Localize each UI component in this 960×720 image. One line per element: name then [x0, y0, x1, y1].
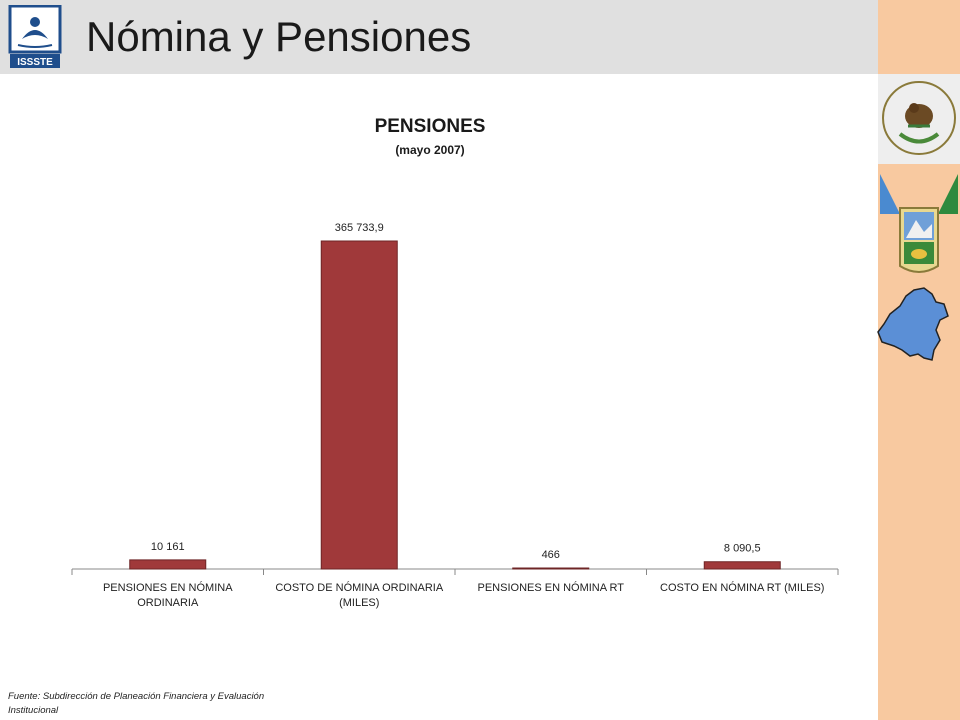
bar-chart: 10 161 PENSIONES EN NÓMINA ORDINARIA 365 73… [71, 222, 839, 609]
seal-panel [878, 74, 960, 164]
category-label: COSTO EN NÓMINA RT (MILES) [660, 581, 824, 594]
category-label: PENSIONES EN NÓMINA [103, 581, 233, 594]
category-label: PENSIONES EN NÓMINA RT [478, 581, 625, 594]
bar [320, 240, 398, 570]
state-coat-of-arms-icon [880, 174, 958, 273]
data-label: 365 733,9 [335, 222, 384, 234]
data-label: 466 [542, 549, 560, 561]
issste-logo-icon: ISSSTE [8, 5, 62, 68]
bar [512, 567, 590, 570]
data-label: 10 161 [151, 541, 185, 553]
header-bar: ISSSTE Nómina y Pensiones [0, 0, 878, 74]
logo-text: ISSSTE [17, 57, 53, 68]
sidebar-top-strip [878, 0, 960, 74]
source-note: Fuente: Subdirección de Planeación Finan… [8, 691, 265, 716]
category-label: (MILES) [339, 597, 379, 609]
page-title: Nómina y Pensiones [86, 13, 472, 60]
category-label: COSTO DE NÓMINA ORDINARIA [275, 581, 444, 594]
mexico-coat-of-arms-icon [882, 81, 956, 155]
data-label: 8 090,5 [724, 543, 761, 555]
chart-title: PENSIONES [374, 116, 486, 137]
right-sidebar [878, 74, 960, 720]
category-label: ORDINARIA [137, 597, 199, 609]
chart-subtitle: (mayo 2007) [395, 143, 465, 157]
state-map-icon [877, 287, 949, 361]
bar [129, 559, 207, 570]
bar [703, 561, 781, 570]
